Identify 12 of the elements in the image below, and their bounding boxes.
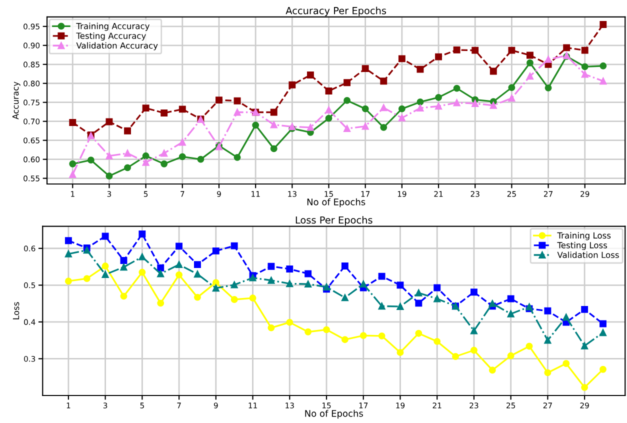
chart-title: Accuracy Per Epochs	[286, 6, 386, 16]
x-axis-title: No of Epochs	[307, 198, 366, 208]
legend-label: Training Loss	[557, 232, 611, 240]
chart-title: Loss Per Epochs	[296, 216, 372, 226]
x-axis-title: No of Epochs	[305, 410, 363, 419]
legend-label: Testing Loss	[557, 242, 608, 250]
y-axis-title: Loss	[12, 302, 20, 320]
legend-label: Testing Accuracy	[76, 32, 146, 41]
y-axis-title: Accuracy	[12, 82, 20, 120]
legend-label: Training Accuracy	[76, 22, 150, 31]
legend-label: Validation Loss	[557, 252, 619, 258]
legend-label: Validation Accuracy	[76, 42, 158, 50]
